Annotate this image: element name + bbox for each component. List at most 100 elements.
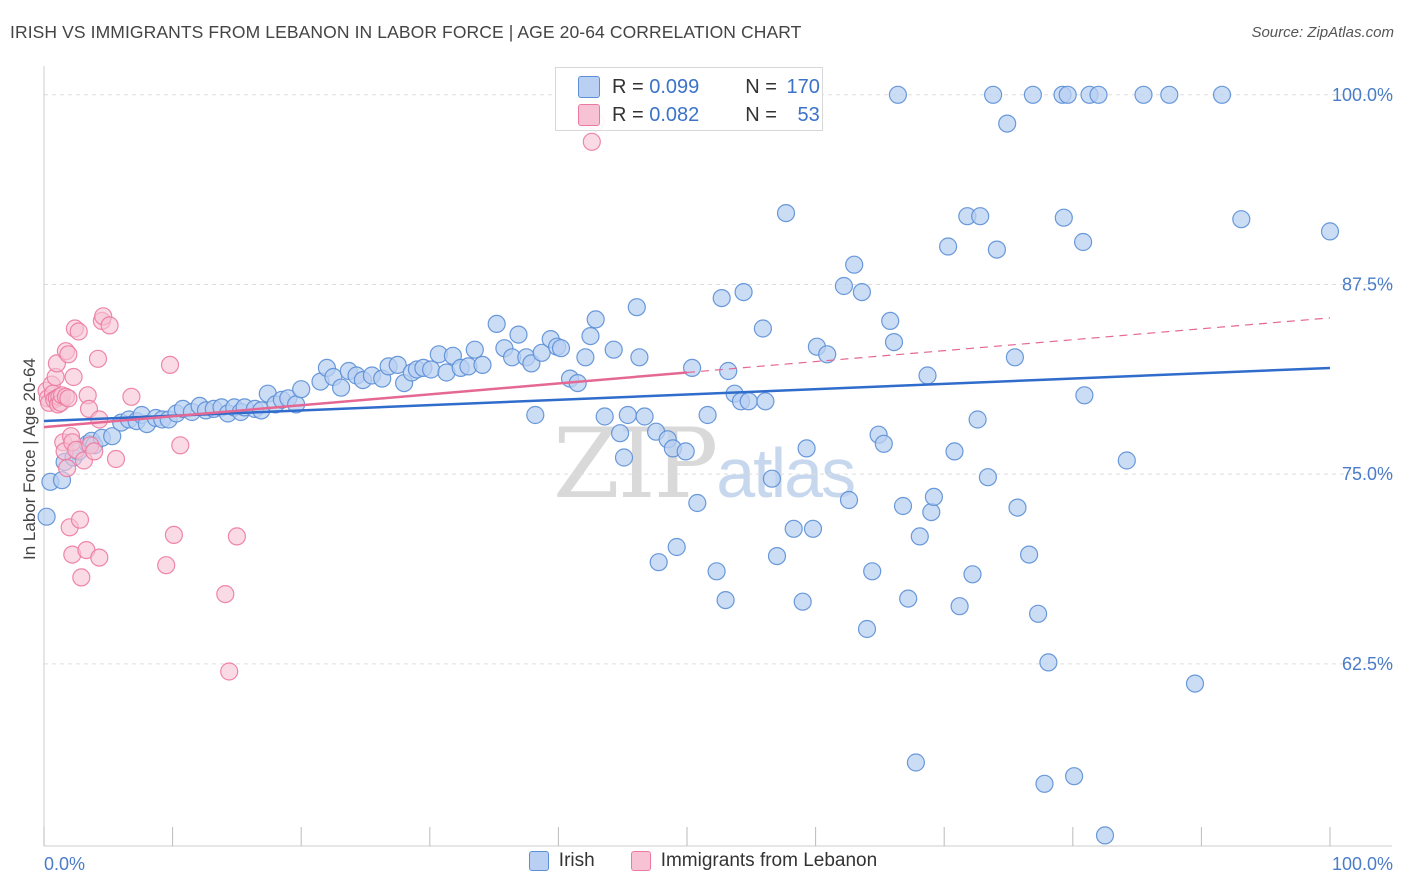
r-label: R =	[612, 75, 650, 98]
legend-label-lebanon: Immigrants from Lebanon	[660, 850, 878, 871]
lebanon-point	[69, 322, 88, 341]
irish-point	[1160, 85, 1179, 104]
irish-point	[688, 493, 707, 513]
irish-point	[1185, 674, 1205, 693]
irish-point	[627, 298, 646, 317]
lebanon-legend-swatch	[630, 851, 651, 871]
y-tick-label: 100.0%	[1332, 85, 1393, 105]
irish-point	[595, 407, 614, 426]
irish-legend-swatch	[528, 851, 549, 871]
irish-point	[767, 546, 787, 566]
lebanon-point	[582, 132, 601, 151]
irish-point	[465, 340, 484, 359]
irish-point	[473, 355, 492, 374]
irish-point	[1075, 386, 1094, 405]
irish-point	[784, 519, 803, 538]
r-label: R =	[612, 103, 650, 126]
y-tick-label: 62.5%	[1342, 654, 1393, 674]
irish-point	[998, 114, 1017, 133]
lebanon-point	[220, 662, 239, 681]
lebanon-point	[164, 525, 183, 545]
lebanon-point	[171, 436, 190, 455]
irish-point	[793, 592, 812, 611]
irish-point	[103, 427, 122, 446]
irish-point	[1117, 451, 1136, 470]
correlation-legend: R = 0.099 N = 170 R = 0.082 N = 53	[555, 67, 823, 131]
lebanon-swatch	[578, 104, 600, 126]
irish-point	[963, 565, 982, 584]
y-tick-label: 75.0%	[1342, 464, 1393, 484]
data-points	[37, 85, 1340, 845]
irish-point	[1035, 774, 1054, 793]
legend-item-irish[interactable]: Irish	[528, 850, 595, 872]
irish-point	[845, 255, 864, 274]
irish-point	[906, 753, 926, 772]
trend-lines	[43, 317, 1331, 429]
lebanon-point	[122, 387, 141, 406]
n-label: N =	[745, 75, 783, 98]
irish-point	[649, 553, 668, 572]
irish-point	[945, 442, 964, 461]
irish-point	[586, 310, 605, 329]
axis-labels: 62.5% 75.0% 87.5% 100.0% 0.0% 100.0% In Labor …	[20, 85, 1393, 874]
lebanon-point	[100, 316, 119, 335]
irish-point	[630, 348, 649, 367]
r-value: 0.099	[649, 75, 700, 98]
irish-point	[1089, 85, 1108, 104]
irish-point	[762, 469, 782, 488]
irish-point	[332, 378, 351, 397]
irish-point	[863, 562, 882, 581]
irish-point	[978, 468, 998, 487]
irish-point	[1054, 208, 1073, 227]
irish-point	[938, 237, 958, 256]
irish-point	[509, 325, 528, 344]
lebanon-point	[90, 548, 109, 567]
irish-point	[581, 327, 600, 346]
irish-point	[1028, 604, 1048, 623]
irish-point	[881, 311, 900, 330]
lebanon-trend-line	[43, 371, 688, 429]
correlation-row-lebanon: R = 0.082 N = 53	[578, 101, 820, 129]
irish-point	[753, 319, 773, 338]
irish-point	[950, 597, 969, 616]
correlation-row-irish: R = 0.099 N = 170	[578, 73, 820, 101]
lebanon-point	[59, 345, 78, 364]
legend-item-lebanon[interactable]: Immigrants from Lebanon	[630, 850, 878, 872]
irish-point	[971, 207, 990, 226]
irish-point	[983, 85, 1003, 104]
irish-point	[893, 496, 913, 516]
irish-point	[676, 442, 695, 461]
irish-trend-line	[43, 366, 1331, 423]
irish-point	[1039, 653, 1058, 672]
irish-point	[776, 204, 796, 223]
irish-point	[1320, 222, 1340, 241]
n-label: N =	[745, 103, 783, 126]
irish-point	[551, 339, 571, 358]
irish-point	[1064, 767, 1084, 786]
irish-swatch	[578, 76, 600, 98]
r-value: 0.082	[649, 103, 700, 126]
irish-point	[818, 345, 837, 364]
irish-point	[1023, 85, 1043, 104]
irish-point	[987, 240, 1007, 259]
irish-point	[1005, 348, 1025, 367]
irish-point	[532, 343, 551, 362]
irish-point	[874, 434, 893, 453]
irish-point	[756, 392, 775, 411]
y-tick-label: 87.5%	[1342, 274, 1393, 294]
irish-point	[422, 360, 441, 379]
irish-point	[1095, 826, 1115, 845]
irish-point	[734, 283, 753, 302]
irish-point	[922, 502, 941, 522]
irish-point	[884, 333, 904, 352]
irish-point	[924, 487, 944, 506]
irish-point	[667, 537, 686, 557]
irish-point	[899, 589, 918, 608]
lebanon-point	[216, 584, 235, 604]
lebanon-point	[160, 355, 180, 374]
series-legend: Irish Immigrants from Lebanon	[0, 850, 1406, 872]
irish-point	[698, 405, 717, 425]
irish-point	[707, 562, 726, 581]
lebanon-point	[70, 510, 90, 529]
irish-point	[610, 424, 630, 443]
